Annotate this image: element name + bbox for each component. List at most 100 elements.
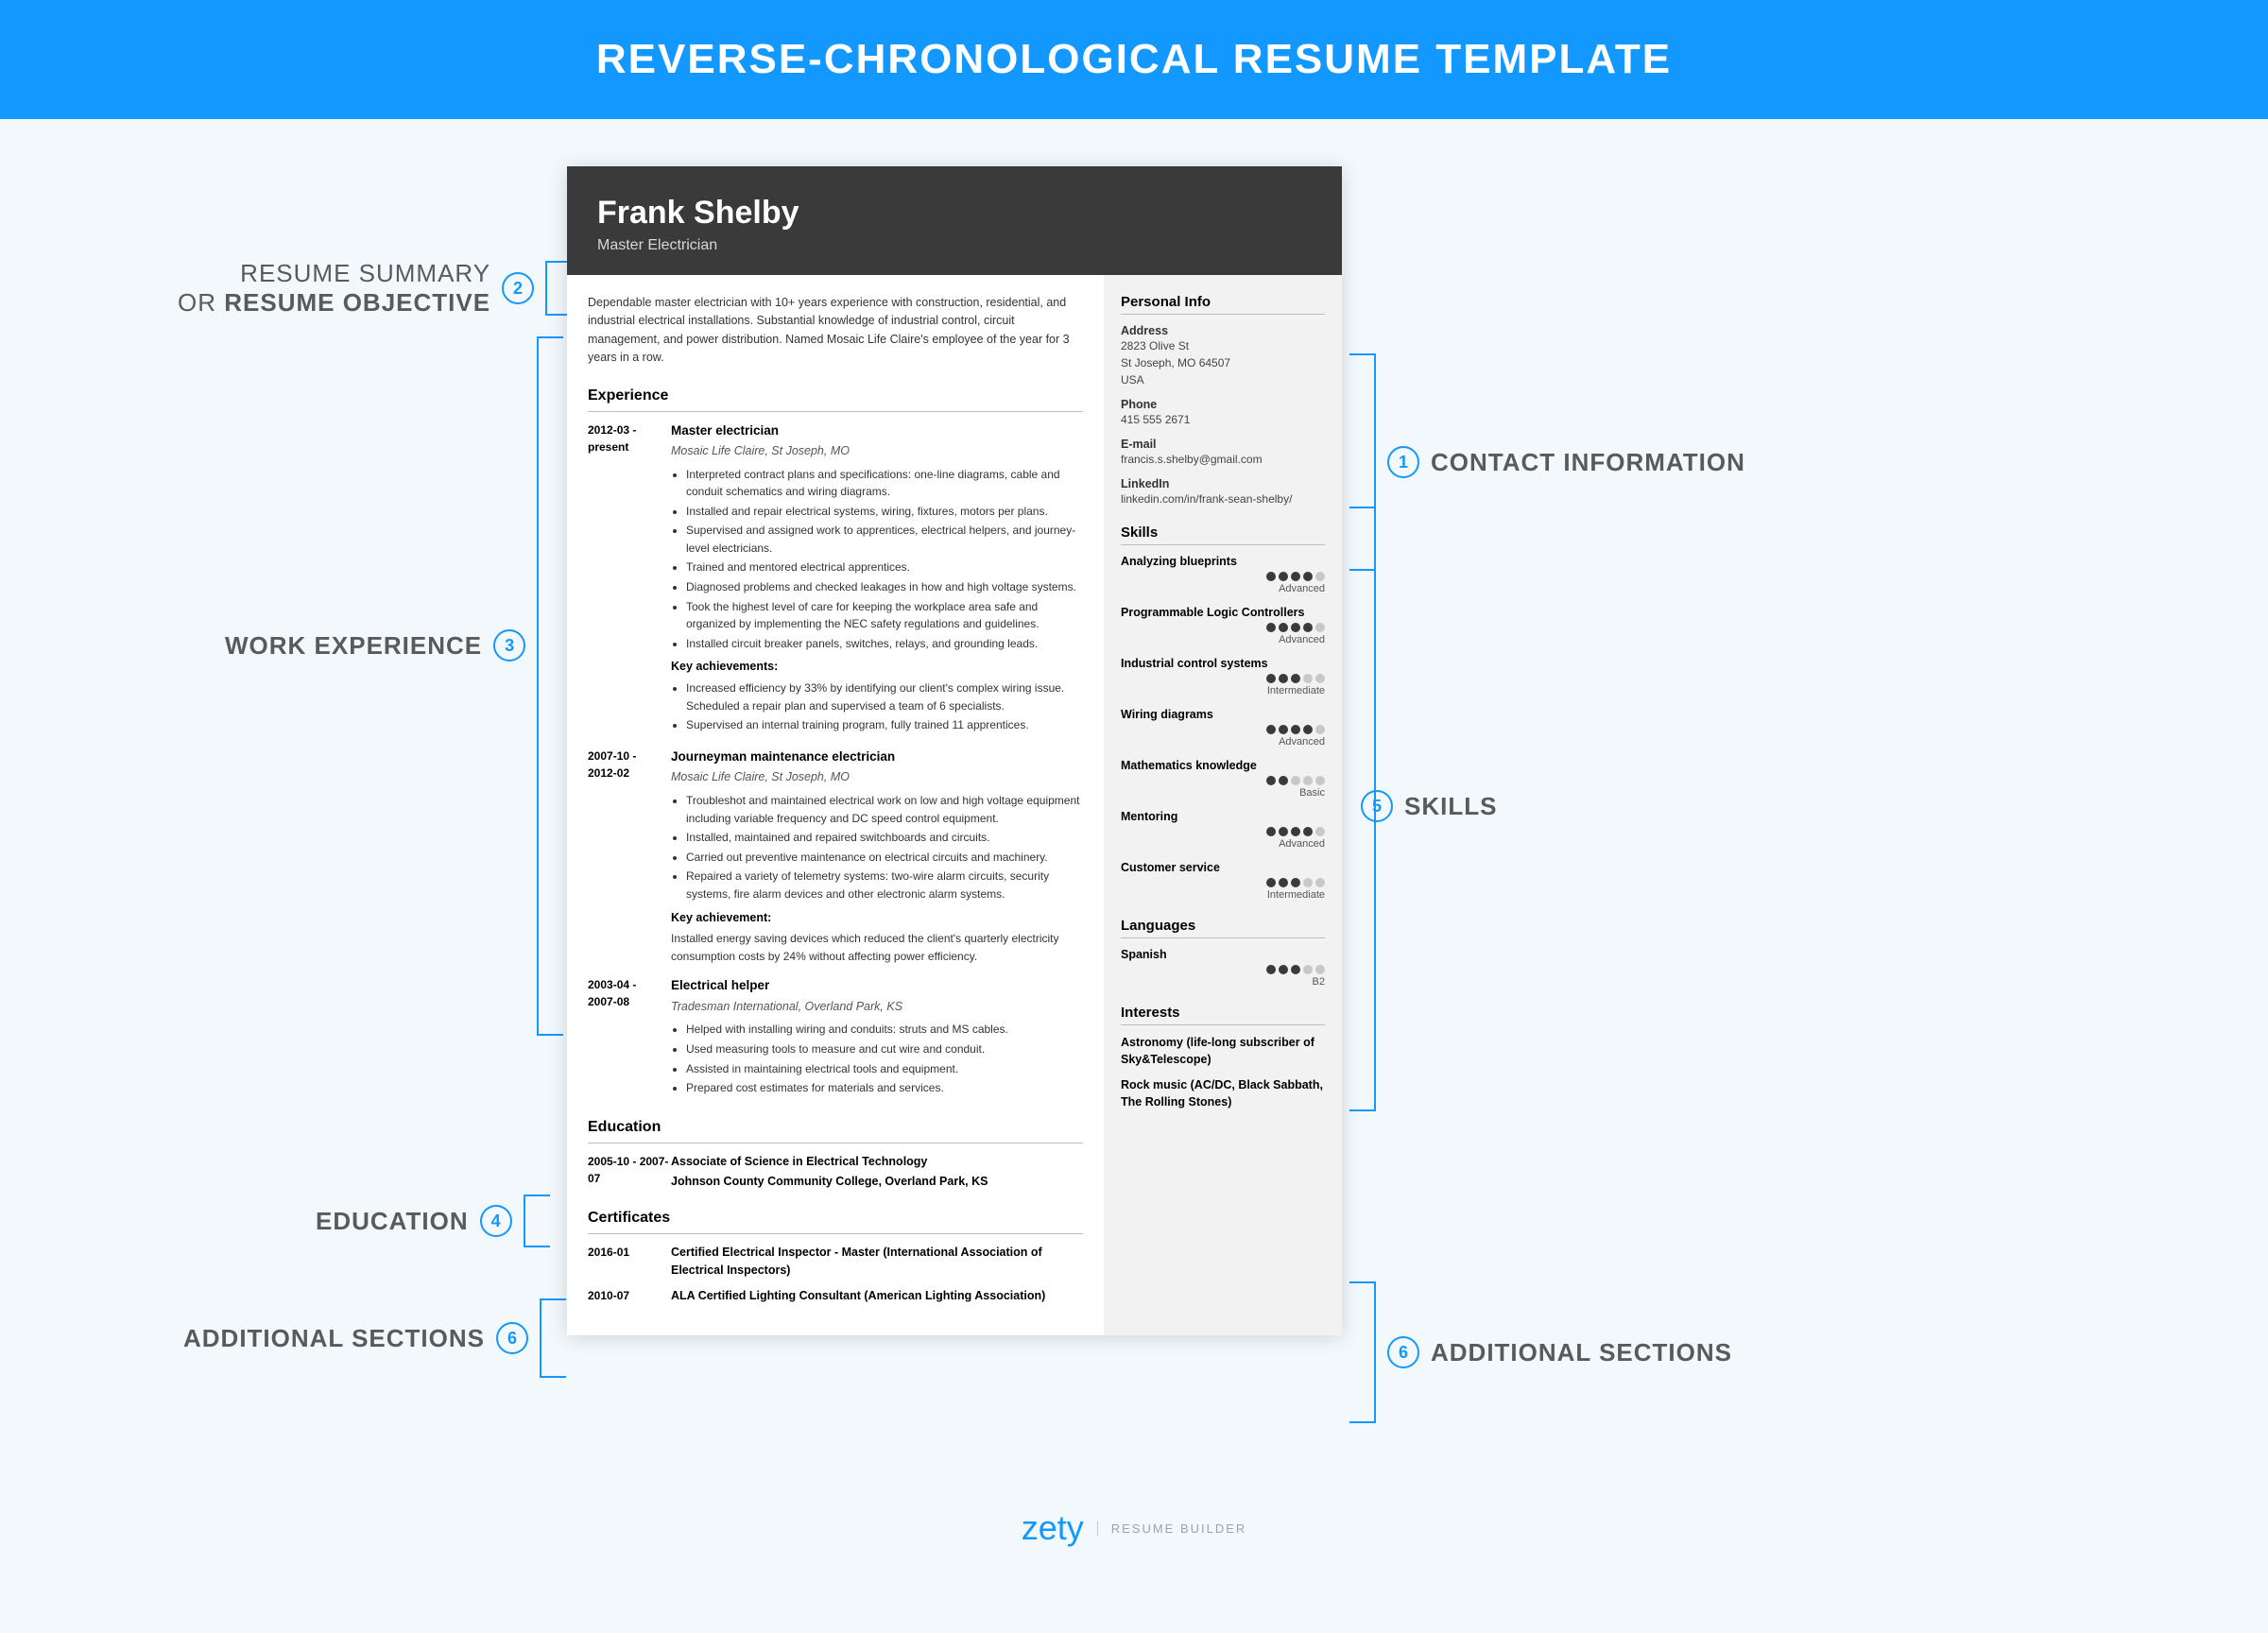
callout-badge: 4	[480, 1205, 512, 1237]
job-entry: 2003-04 - 2007-08Electrical helperTrades…	[588, 976, 1083, 1098]
dot-icon	[1303, 572, 1313, 581]
dot-icon	[1291, 674, 1300, 683]
callout-badge: 6	[1387, 1336, 1419, 1368]
achievement-bullet: Supervised an internal training program,…	[686, 716, 1083, 734]
skill-level: Advanced	[1121, 736, 1325, 748]
job-bullet: Installed and repair electrical systems,…	[686, 503, 1083, 521]
job-title: Electrical helper	[671, 976, 1083, 995]
job-bullet: Repaired a variety of telemetry systems:…	[686, 868, 1083, 902]
email-label: E-mail	[1121, 438, 1325, 451]
job-bullet: Interpreted contract plans and specifica…	[686, 466, 1083, 501]
cert-entry: 2016-01Certified Electrical Inspector - …	[588, 1244, 1083, 1280]
logo-text: zety	[1022, 1508, 1084, 1548]
skill-entry: Programmable Logic ControllersAdvanced	[1121, 606, 1325, 645]
job-entry: 2007-10 - 2012-02Journeyman maintenance …	[588, 748, 1083, 966]
email-value: francis.s.shelby@gmail.com	[1121, 451, 1325, 468]
dot-icon	[1315, 623, 1325, 632]
callout-label: EDUCATION	[316, 1207, 469, 1236]
callout-label: ADDITIONAL SECTIONS	[183, 1324, 485, 1353]
dot-icon	[1291, 623, 1300, 632]
skill-name: Customer service	[1121, 861, 1325, 874]
education-school: Johnson County Community College, Overla…	[671, 1173, 1083, 1191]
interest-item: Astronomy (life-long subscriber of Sky&T…	[1121, 1035, 1325, 1068]
skill-level: Basic	[1121, 787, 1325, 799]
dot-icon	[1303, 965, 1313, 974]
callout-experience: WORK EXPERIENCE 3	[225, 629, 537, 662]
skill-entry: Industrial control systemsIntermediate	[1121, 657, 1325, 696]
skill-dots	[1121, 776, 1325, 785]
dot-icon	[1291, 725, 1300, 734]
callout-label: SKILLS	[1404, 792, 1497, 821]
skill-level: Intermediate	[1121, 685, 1325, 696]
dot-icon	[1266, 827, 1276, 836]
dot-icon	[1291, 878, 1300, 887]
resume-job-title: Master Electrician	[597, 237, 1312, 254]
dot-icon	[1291, 572, 1300, 581]
callout-label: CONTACT INFORMATION	[1431, 448, 1745, 477]
side-column: Personal Info Address 2823 Olive St St J…	[1104, 275, 1342, 1335]
job-bullet: Prepared cost estimates for materials an…	[686, 1079, 1083, 1097]
dot-icon	[1279, 725, 1288, 734]
certificates-heading: Certificates	[588, 1207, 1083, 1234]
address-label: Address	[1121, 324, 1325, 337]
personal-info-heading: Personal Info	[1121, 294, 1325, 315]
skill-name: Wiring diagrams	[1121, 708, 1325, 721]
job-bullet: Used measuring tools to measure and cut …	[686, 1040, 1083, 1058]
callout-summary: RESUME SUMMARY OR RESUME OBJECTIVE 2	[178, 259, 572, 318]
skill-name: Mentoring	[1121, 810, 1325, 823]
dot-icon	[1291, 776, 1300, 785]
job-bullet: Trained and mentored electrical apprenti…	[686, 559, 1083, 576]
achievement-text: Installed energy saving devices which re…	[671, 930, 1083, 965]
interest-item: Rock music (AC/DC, Black Sabbath, The Ro…	[1121, 1077, 1325, 1110]
callout-additional-left: ADDITIONAL SECTIONS 6	[183, 1298, 566, 1378]
cert-date: 2010-07	[588, 1287, 671, 1305]
job-bullet: Supervised and assigned work to apprenti…	[686, 522, 1083, 557]
dot-icon	[1266, 674, 1276, 683]
resume-name: Frank Shelby	[597, 195, 1312, 232]
callout-badge: 3	[493, 629, 525, 662]
education-date: 2005-10 - 2007-07	[588, 1153, 671, 1191]
dot-icon	[1266, 572, 1276, 581]
cert-text: Certified Electrical Inspector - Master …	[671, 1244, 1083, 1280]
dot-icon	[1279, 965, 1288, 974]
cert-date: 2016-01	[588, 1244, 671, 1280]
education-entry: 2005-10 - 2007-07 Associate of Science i…	[588, 1153, 1083, 1191]
dot-icon	[1303, 623, 1313, 632]
callout-additional-right: ADDITIONAL SECTIONS 6	[1349, 1281, 1732, 1423]
dot-icon	[1279, 827, 1288, 836]
callout-label: ADDITIONAL SECTIONS	[1431, 1338, 1732, 1367]
dot-icon	[1266, 725, 1276, 734]
skill-dots	[1121, 965, 1325, 974]
skill-level: Intermediate	[1121, 889, 1325, 901]
dot-icon	[1315, 827, 1325, 836]
dot-icon	[1303, 878, 1313, 887]
dot-icon	[1315, 776, 1325, 785]
interests-heading: Interests	[1121, 1005, 1325, 1025]
bracket-icon	[1349, 507, 1376, 1111]
dot-icon	[1279, 623, 1288, 632]
skill-name: Analyzing blueprints	[1121, 555, 1325, 568]
stage: RESUME SUMMARY OR RESUME OBJECTIVE 2 WOR…	[0, 119, 2268, 1565]
dot-icon	[1315, 965, 1325, 974]
skill-dots	[1121, 725, 1325, 734]
skill-entry: Analyzing blueprintsAdvanced	[1121, 555, 1325, 594]
skill-dots	[1121, 572, 1325, 581]
dot-icon	[1303, 674, 1313, 683]
languages-heading: Languages	[1121, 918, 1325, 938]
skill-entry: Wiring diagrams Advanced	[1121, 708, 1325, 748]
dot-icon	[1303, 776, 1313, 785]
job-entry: 2012-03 - presentMaster electricianMosai…	[588, 421, 1083, 736]
dot-icon	[1315, 572, 1325, 581]
resume-header: Frank Shelby Master Electrician	[567, 166, 1342, 275]
dot-icon	[1279, 674, 1288, 683]
phone-label: Phone	[1121, 398, 1325, 411]
job-bullet: Assisted in maintaining electrical tools…	[686, 1060, 1083, 1078]
callout-badge: 1	[1387, 446, 1419, 478]
job-title: Journeyman maintenance electrician	[671, 748, 1083, 766]
callout-badge: 6	[496, 1322, 528, 1354]
bracket-icon	[537, 336, 563, 1036]
skill-name: Mathematics knowledge	[1121, 759, 1325, 772]
skill-entry: Customer service Intermediate	[1121, 861, 1325, 901]
dot-icon	[1315, 674, 1325, 683]
achievements-heading: Key achievement:	[671, 909, 1083, 927]
